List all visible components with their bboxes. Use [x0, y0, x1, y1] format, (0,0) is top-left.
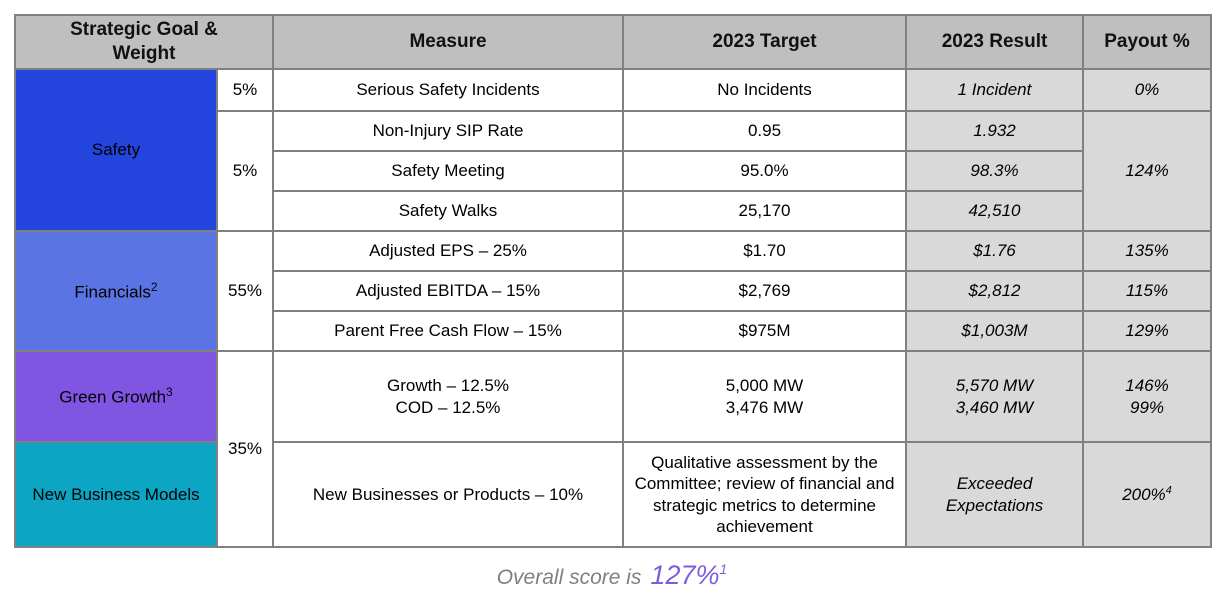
- table-row: Safety Walks 25,170 42,510: [15, 190, 1211, 232]
- result-cell: 98.3%: [905, 150, 1084, 192]
- result-cell: 5,570 MW 3,460 MW: [905, 350, 1084, 443]
- result-line: 3,460 MW: [955, 397, 1034, 417]
- measure-cell: Safety Walks: [272, 190, 624, 232]
- header-target: 2023 Target: [622, 14, 907, 70]
- payout-cell-merged: 124%: [1082, 110, 1212, 232]
- payout-cell: 115%: [1082, 270, 1212, 312]
- table-row: Adjusted EBITDA – 15% $2,769 $2,812 115%: [15, 270, 1212, 312]
- table-row: Parent Free Cash Flow – 15% $975M $1,003…: [15, 310, 1212, 352]
- overall-score-footnote: 1: [719, 561, 728, 577]
- goal-footnote: 2: [150, 279, 158, 294]
- target-cell: 95.0%: [622, 150, 907, 192]
- measure-line: COD – 12.5%: [395, 397, 501, 417]
- result-cell: 1.932: [905, 110, 1084, 152]
- overall-score-text: Overall score is: [496, 566, 642, 589]
- result-cell: Exceeded Expectations: [905, 441, 1084, 548]
- target-cell: 25,170: [622, 190, 907, 232]
- payout-line: 99%: [1129, 397, 1165, 417]
- target-cell: 5,000 MW 3,476 MW: [622, 350, 907, 443]
- target-cell: $1.70: [622, 230, 907, 272]
- payout-value: 200%: [1122, 484, 1166, 504]
- weight-cell: 5%: [216, 68, 274, 112]
- measure-cell: Safety Meeting: [272, 150, 624, 192]
- table-row: Safety 5% Serious Safety Incidents No In…: [14, 68, 1212, 232]
- weight-cell: 55%: [216, 230, 274, 352]
- result-line: 5,570 MW: [955, 376, 1034, 396]
- scorecard-table: Strategic Goal & Weight Measure 2023 Tar…: [14, 14, 1212, 548]
- target-cell: No Incidents: [622, 68, 907, 112]
- header-payout: Payout %: [1082, 14, 1212, 70]
- measure-cell: New Businesses or Products – 10%: [272, 441, 624, 548]
- measure-cell: Adjusted EBITDA – 15%: [272, 270, 624, 312]
- header-row: Strategic Goal & Weight Measure 2023 Tar…: [14, 14, 1212, 70]
- target-cell: $2,769: [622, 270, 907, 312]
- result-cell: 1 Incident: [905, 68, 1084, 112]
- measure-cell: Parent Free Cash Flow – 15%: [272, 310, 624, 352]
- measure-cell: Non-Injury SIP Rate: [272, 110, 624, 152]
- result-cell: $2,812: [905, 270, 1084, 312]
- weight-cell: 5%: [216, 110, 274, 232]
- table-row: New Business Models New Businesses or Pr…: [14, 441, 1212, 548]
- table-row: Financials2 55% Adjusted EPS – 25% $1.70…: [14, 230, 1212, 352]
- table-row: 5% Non-Injury SIP Rate 0.95 1.932 124%: [15, 110, 1212, 232]
- goal-label: Financials: [74, 282, 151, 302]
- header-goal-weight: Strategic Goal & Weight: [14, 14, 274, 70]
- target-line: 3,476 MW: [725, 397, 804, 417]
- result-cell: $1,003M: [905, 310, 1084, 352]
- target-cell: 0.95: [622, 110, 907, 152]
- payout-footnote: 4: [1165, 484, 1172, 497]
- measure-line: Growth – 12.5%: [387, 376, 509, 396]
- payout-cell: 129%: [1082, 310, 1212, 352]
- payout-cell: 146% 99%: [1082, 350, 1212, 443]
- overall-score-value: 127%1: [650, 560, 727, 590]
- weight-cell: 35%: [216, 350, 274, 548]
- header-measure: Measure: [272, 14, 624, 70]
- goal-footnote: 3: [166, 385, 173, 400]
- target-cell: $975M: [622, 310, 907, 352]
- measure-cell: Serious Safety Incidents: [272, 68, 624, 112]
- header-result: 2023 Result: [905, 14, 1084, 70]
- scorecard-table-wrap: Strategic Goal & Weight Measure 2023 Tar…: [14, 14, 1212, 548]
- result-cell: $1.76: [905, 230, 1084, 272]
- table-row: Safety Meeting 95.0% 98.3%: [15, 150, 1211, 192]
- goal-cell-green-growth: Green Growth3: [14, 350, 218, 443]
- goal-cell-safety: Safety: [14, 68, 218, 232]
- payout-line: 146%: [1125, 376, 1169, 396]
- goal-cell-financials: Financials2: [14, 230, 218, 352]
- result-cell: 42,510: [905, 190, 1084, 232]
- payout-cell: 135%: [1082, 230, 1212, 272]
- overall-score-caption: Overall score is 127%1: [14, 560, 1210, 591]
- goal-label: Green Growth: [59, 387, 167, 407]
- measure-cell: Adjusted EPS – 25%: [272, 230, 624, 272]
- target-cell: Qualitative assessment by the Committee;…: [622, 441, 907, 548]
- goal-cell-new-business-models: New Business Models: [14, 441, 218, 548]
- measure-cell: Growth – 12.5% COD – 12.5%: [272, 350, 624, 443]
- header-goal-weight-label: Strategic Goal & Weight: [70, 19, 218, 64]
- payout-cell: 200%4: [1082, 441, 1212, 548]
- payout-cell: 0%: [1082, 68, 1212, 112]
- goal-label: New Business Models: [32, 484, 200, 504]
- target-line: 5,000 MW: [725, 376, 804, 396]
- goal-label: Safety: [91, 140, 141, 160]
- overall-score-number: 127%: [650, 560, 720, 590]
- table-row: Green Growth3 35% Growth – 12.5% COD – 1…: [14, 350, 1212, 548]
